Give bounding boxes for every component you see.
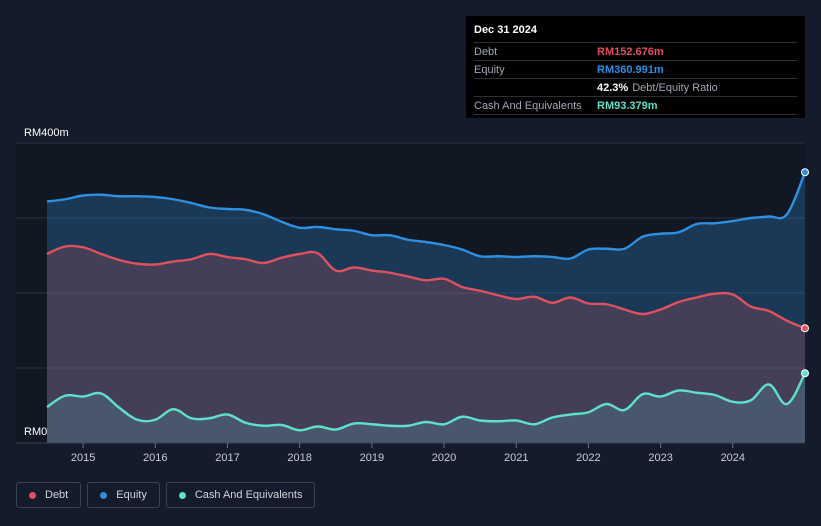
legend-label-equity: Equity — [116, 489, 147, 501]
series-areas — [47, 172, 805, 443]
y-tick-label-max: RM400m — [24, 127, 69, 139]
tooltip-ratio-label: Debt/Equity Ratio — [632, 81, 718, 94]
y-tick-label-zero: RM0 — [24, 426, 47, 438]
end-marker-debt — [801, 324, 809, 333]
x-tick-label: 2020 — [432, 452, 456, 464]
x-tick-label: 2017 — [215, 452, 239, 464]
tooltip-ratio-value: 42.3% — [597, 81, 629, 94]
x-tick-label: 2019 — [360, 452, 384, 464]
data-tooltip: Dec 31 2024 Debt RM152.676m Equity RM360… — [466, 16, 805, 118]
legend-item-equity[interactable]: Equity — [87, 482, 160, 508]
tooltip-date: Dec 31 2024 — [474, 24, 537, 36]
x-tick-label: 2023 — [648, 452, 672, 464]
tooltip-cash-value: RM93.379m — [597, 99, 658, 112]
end-marker-equity — [801, 168, 809, 177]
tooltip-cash-label: Cash And Equivalents — [474, 99, 582, 112]
x-tick-label: 2021 — [504, 452, 528, 464]
x-axis: 2015 2016 2017 2018 2019 2020 2021 2022 2023 2024 — [16, 442, 805, 464]
tooltip-equity-value: RM360.991m — [597, 63, 664, 76]
line-debt — [46, 244, 806, 330]
tooltip-row-cash: Cash And Equivalents RM93.379m — [474, 96, 797, 115]
y-axis-labels: RM400m RM0 — [24, 127, 69, 438]
area-cash — [47, 373, 805, 443]
x-tick-label: 2024 — [721, 452, 745, 464]
tooltip-row-ratio: 42.3% Debt/Equity Ratio — [474, 78, 797, 96]
end-markers — [801, 168, 809, 378]
x-tick-label: 2018 — [287, 452, 311, 464]
legend-label-debt: Debt — [45, 489, 69, 501]
x-tick-label: 2015 — [71, 452, 95, 464]
line-equity — [46, 171, 807, 261]
x-tick-label: 2016 — [143, 452, 167, 464]
area-debt — [47, 245, 805, 443]
chart-legend: Debt Equity Cash And Equivalents — [16, 482, 316, 508]
legend-dot-debt — [29, 491, 36, 499]
legend-dot-cash — [178, 491, 186, 499]
tooltip-equity-label: Equity — [474, 63, 505, 76]
legend-dot-equity — [100, 491, 108, 499]
area-equity — [47, 172, 805, 443]
legend-item-cash[interactable]: Cash And Equivalents — [165, 482, 316, 508]
line-cash — [46, 372, 807, 432]
legend-label-cash: Cash And Equivalents — [194, 489, 303, 501]
end-marker-cash — [801, 369, 809, 378]
legend-item-debt[interactable]: Debt — [16, 482, 82, 508]
tooltip-debt-value: RM152.676m — [597, 45, 664, 58]
tooltip-row-equity: Equity RM360.991m — [474, 60, 797, 78]
tooltip-debt-label: Debt — [474, 45, 498, 58]
x-tick-label: 2022 — [576, 452, 600, 464]
tooltip-row-debt: Debt RM152.676m — [474, 42, 797, 60]
series-lines — [46, 171, 807, 432]
